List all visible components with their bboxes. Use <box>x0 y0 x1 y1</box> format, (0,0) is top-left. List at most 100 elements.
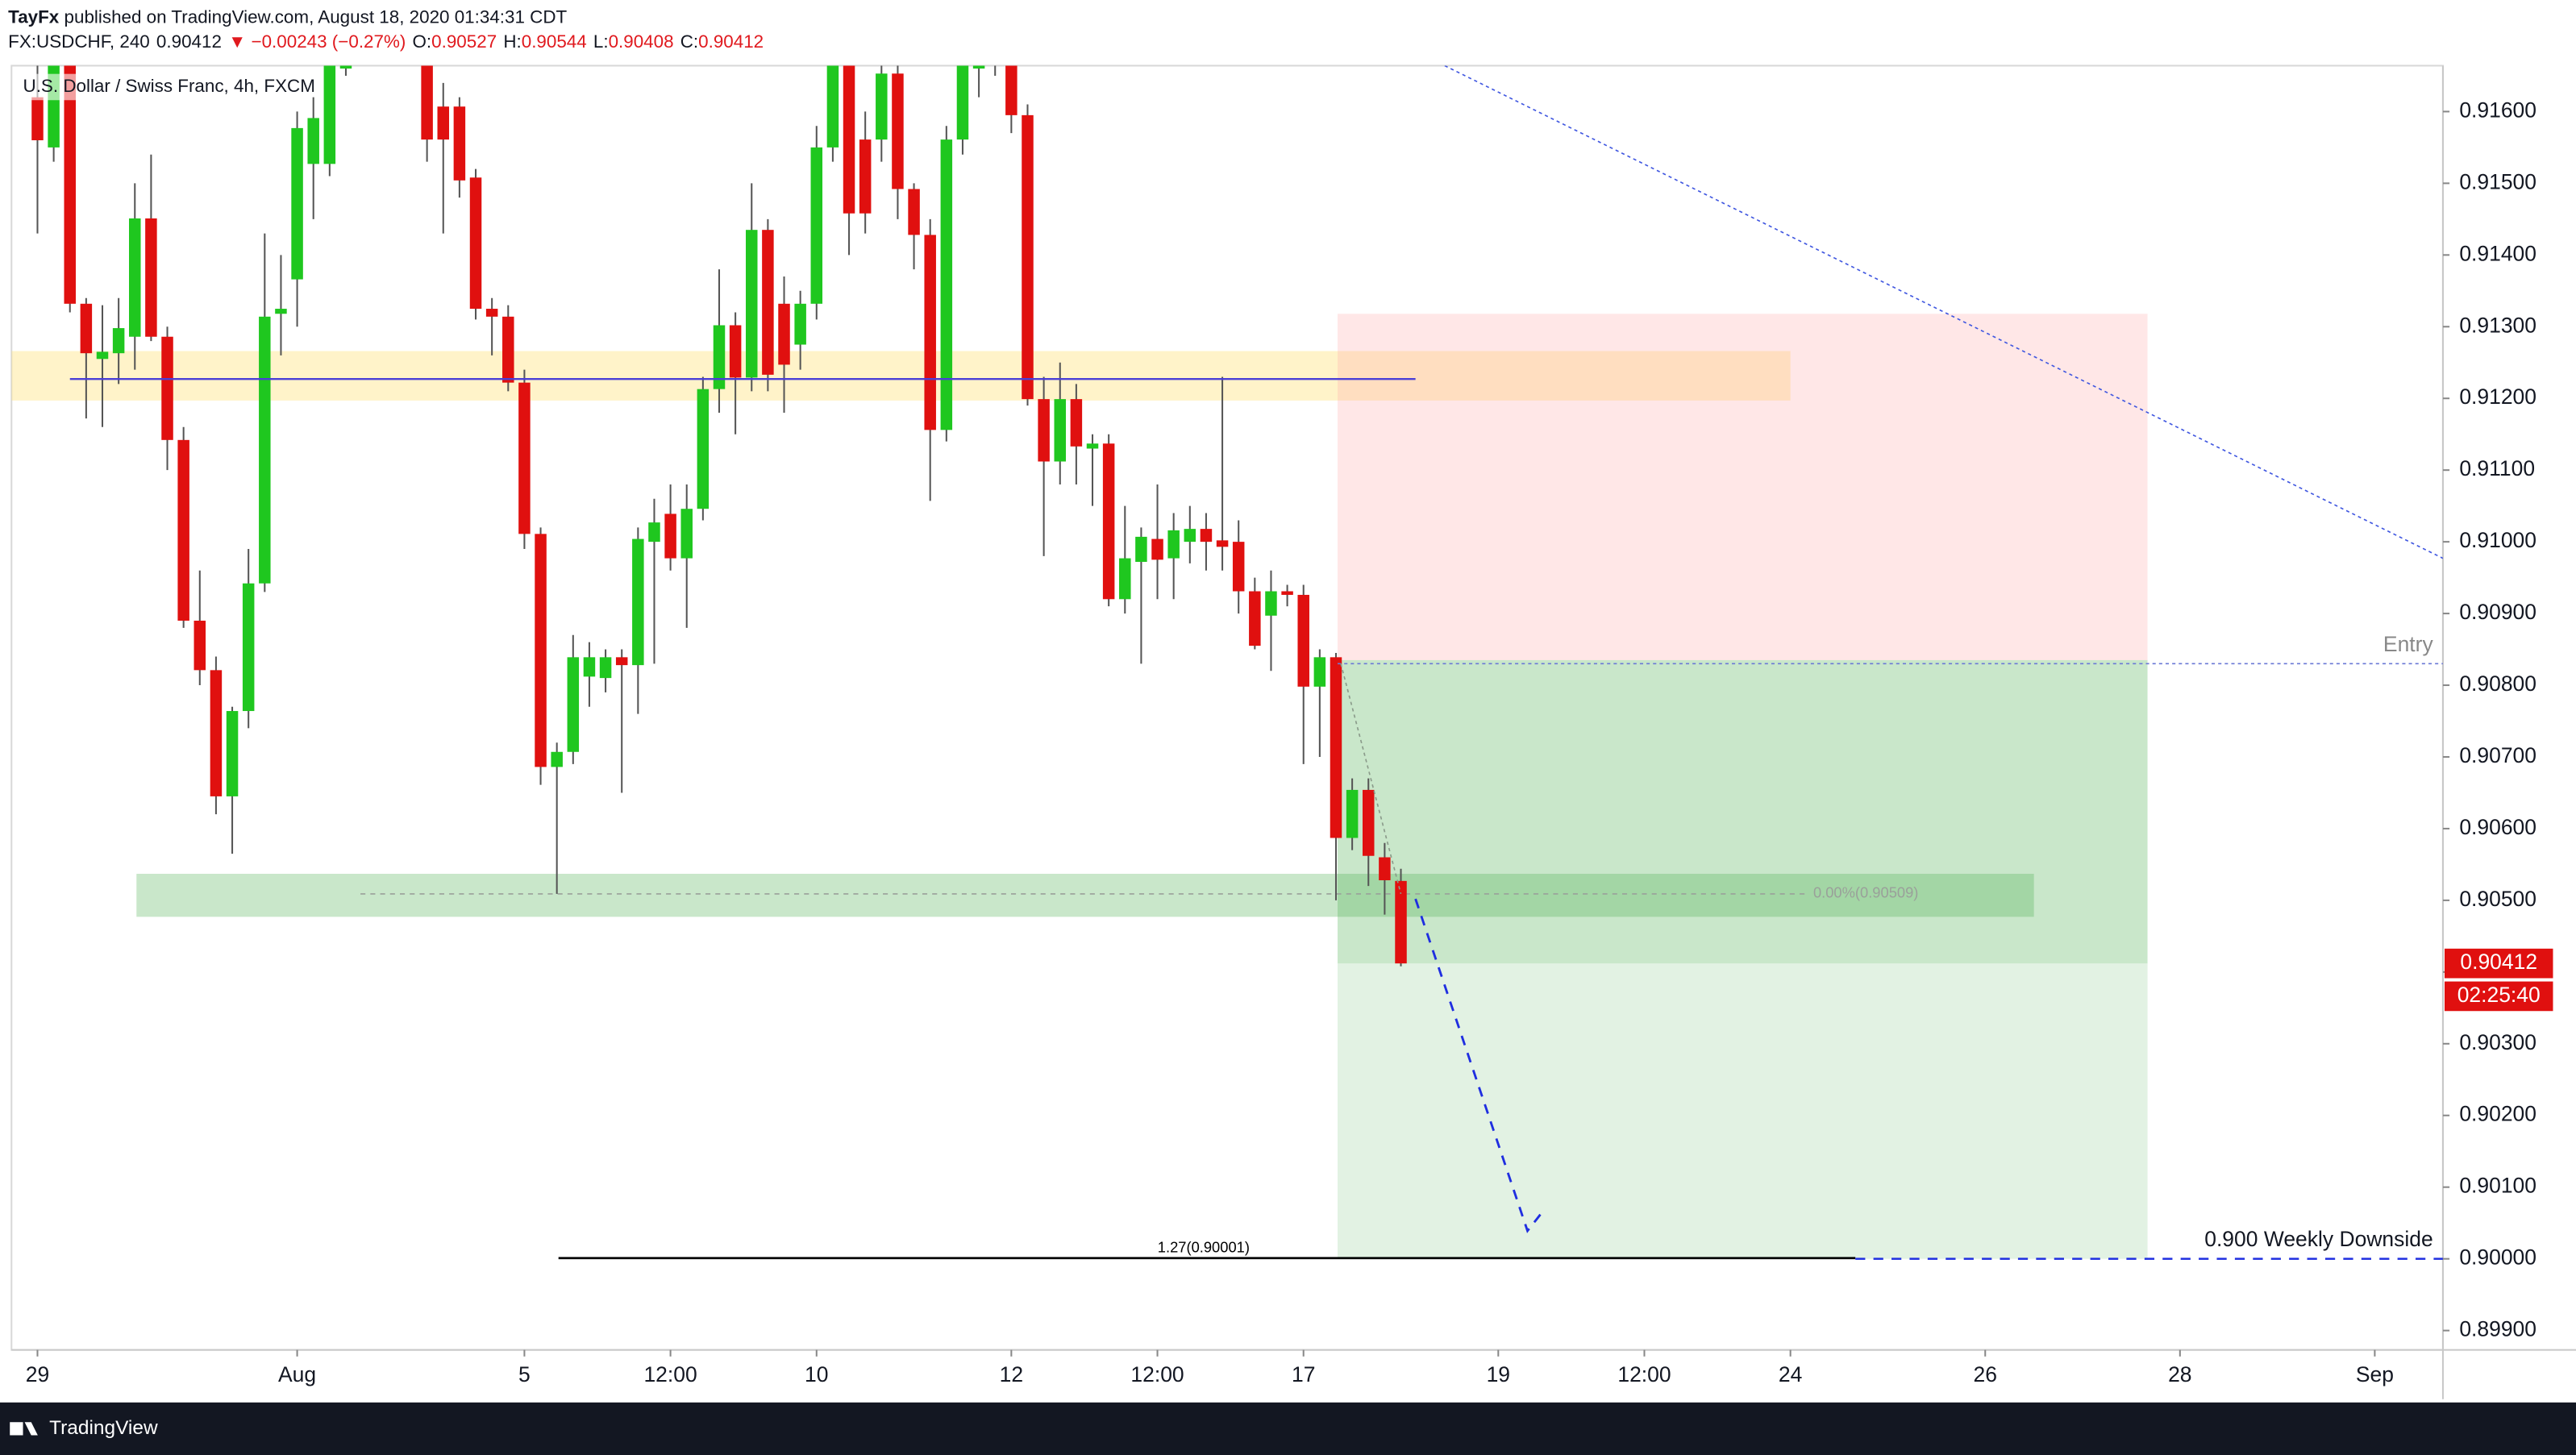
x-tick-label: 12:00 <box>643 1362 697 1386</box>
last-price-label: 0.90412 <box>2460 950 2537 974</box>
y-tick-label: 0.90500 <box>2459 887 2536 911</box>
candle-body <box>485 309 498 317</box>
candle-body <box>1313 657 1326 687</box>
candle-body <box>275 309 287 314</box>
quote-item: 0.90412 <box>698 31 764 52</box>
x-tick-label: 29 <box>26 1362 49 1386</box>
y-tick-label: 0.90000 <box>2459 1245 2536 1270</box>
candle-body <box>1249 591 1261 646</box>
candle-body <box>96 351 109 360</box>
candle-body <box>226 711 239 796</box>
candles <box>31 65 1407 967</box>
candle-body <box>112 328 125 354</box>
candle-body <box>1054 399 1067 462</box>
candle-body <box>161 336 173 440</box>
quote-item: FX:USDCHF, 240 <box>8 31 150 52</box>
candle-body <box>518 382 531 534</box>
y-tick-label: 0.90800 <box>2459 671 2536 696</box>
candle-body <box>892 73 904 189</box>
candle-body <box>729 325 742 378</box>
quote-item: 0.90408 <box>609 31 674 52</box>
candle-body <box>680 509 693 559</box>
candle-body <box>437 106 450 140</box>
y-tick-label: 0.90300 <box>2459 1030 2536 1054</box>
x-tick-label: Aug <box>278 1362 316 1386</box>
candle-body <box>1135 536 1147 563</box>
candle-body <box>502 316 514 383</box>
x-tick-label: 10 <box>805 1362 828 1386</box>
author: TayFx <box>8 6 60 27</box>
candle-body <box>1070 399 1083 447</box>
candle-body <box>940 139 953 430</box>
x-tick-label: 12:00 <box>1617 1362 1671 1386</box>
axes: 0.89900 0.90000 0.90100 0.90200 0.90300 0.904… <box>26 98 2553 1386</box>
footer <box>0 1402 2576 1455</box>
candle-body <box>259 316 271 584</box>
candle-body <box>80 303 93 354</box>
y-tick-label: 0.91100 <box>2459 456 2535 480</box>
candle-body <box>1395 880 1407 964</box>
x-tick-label: 5 <box>518 1362 531 1386</box>
resistance-zone <box>11 351 1791 401</box>
quote-item: 0.90412 <box>156 31 222 52</box>
y-tick-label: 0.91000 <box>2459 528 2536 552</box>
profit-zone <box>1338 659 2148 964</box>
candle-body <box>1119 558 1131 600</box>
candle-body <box>535 534 547 767</box>
y-tick-label: 0.90600 <box>2459 815 2536 839</box>
x-tick-label: Sep <box>2356 1362 2394 1386</box>
y-tick-label: 0.89900 <box>2459 1317 2536 1341</box>
quote-line: FX:USDCHF, 240 0.90412 ▼ −0.00243 (−0.27%)… <box>8 31 764 52</box>
fib-extension-label: 1.27(0.90001) <box>1158 1238 1250 1255</box>
candle-body <box>1216 540 1229 547</box>
drawings: 0.00%(0.90509) <box>11 314 2148 1259</box>
quote-item: L: <box>593 31 609 52</box>
candle-body <box>1363 789 1375 856</box>
candle-body <box>583 657 596 677</box>
fib-level-label: 0.00%(0.90509) <box>1813 884 1918 901</box>
x-tick-label: 24 <box>1779 1362 1802 1386</box>
candle-body <box>972 65 985 69</box>
candle-body <box>31 97 44 140</box>
candle-body <box>1330 657 1342 838</box>
x-tick-label: 19 <box>1487 1362 1510 1386</box>
candle-body <box>697 389 710 509</box>
candle-body <box>826 65 839 148</box>
y-tick-label: 0.91300 <box>2459 313 2536 337</box>
candle-body <box>810 147 823 304</box>
quote-item: O: <box>413 31 432 52</box>
drawings-front: Entry 1.27(0.90001) 0.900 Weekly Downside <box>69 65 2443 1260</box>
projection-path <box>1414 898 1542 1233</box>
candle-body <box>778 303 790 365</box>
entry-label: Entry <box>2383 632 2434 656</box>
candle-body <box>843 65 855 214</box>
candle-body <box>339 65 352 69</box>
candle-body <box>762 230 774 375</box>
trend-line <box>1444 65 2443 559</box>
quote-item: C: <box>680 31 698 52</box>
candle-body <box>1022 114 1034 400</box>
stop-zone <box>1338 314 2148 660</box>
y-tick-label: 0.90900 <box>2459 600 2536 624</box>
candle-body <box>876 73 888 140</box>
candle-body <box>908 189 920 235</box>
candle-body <box>291 127 303 280</box>
candle-body <box>1102 443 1115 600</box>
candle-body <box>1346 789 1359 838</box>
quote-item: H: <box>503 31 521 52</box>
x-tick-label: 17 <box>1292 1362 1315 1386</box>
header-line: TayFx published on TradingView.com, Augu… <box>8 6 567 27</box>
y-tick-label: 0.90200 <box>2459 1102 2536 1126</box>
candle-body <box>210 670 223 796</box>
candle-body <box>323 65 336 164</box>
candle-body <box>551 751 563 767</box>
quote-item: 0.90527 <box>431 31 497 52</box>
candle-body <box>1038 399 1050 462</box>
x-tick-label: 28 <box>2168 1362 2191 1386</box>
support-zone <box>136 873 2034 917</box>
title-backdrop <box>16 73 313 101</box>
y-tick-label: 0.91500 <box>2459 169 2536 193</box>
x-tick-label: 26 <box>1974 1362 1997 1386</box>
